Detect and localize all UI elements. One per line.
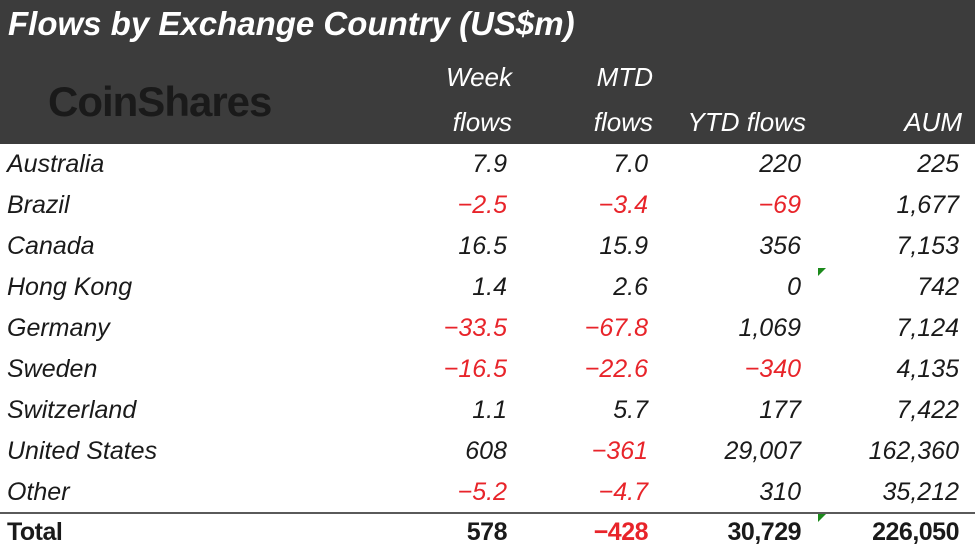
- row-ytd-value: 0: [787, 273, 801, 301]
- row-mtd-value: −361: [591, 437, 648, 465]
- row-mtd-value: −4.7: [598, 478, 648, 506]
- total-week: 578: [466, 518, 508, 546]
- table-row: Other −5.2 −4.7 310 35,212: [0, 472, 975, 513]
- total-ytd: 30,729: [727, 518, 802, 546]
- header-week-line1: Week: [446, 62, 512, 92]
- row-aum-value: 1,677: [896, 191, 959, 219]
- coinshares-logo: CoinShares: [48, 78, 272, 125]
- row-ytd-value: 220: [759, 150, 801, 178]
- table-body: Australia 7.9 7.0 220 225 Brazil −2.5 −3.4 −69 1,…: [0, 144, 975, 513]
- row-week-value: −5.2: [457, 478, 507, 506]
- row-country: Canada: [7, 232, 95, 260]
- row-ytd-value: −69: [758, 191, 801, 219]
- total-row: Total 578 −428 30,729 226,050: [0, 513, 975, 555]
- cell-comment-marker: [818, 514, 826, 522]
- row-country: Sweden: [7, 355, 98, 383]
- row-country: Brazil: [7, 191, 70, 219]
- row-aum-value: 742: [917, 273, 959, 301]
- row-country: Australia: [7, 150, 105, 178]
- row-week-value: 1.4: [472, 273, 507, 301]
- row-week-value: 1.1: [472, 396, 507, 424]
- header-mtd-flows: MTD flows: [594, 62, 653, 137]
- table-row: Hong Kong 1.4 2.6 0 742: [0, 267, 975, 308]
- row-country: Hong Kong: [7, 273, 133, 301]
- row-country: United States: [7, 437, 158, 465]
- row-country: Switzerland: [7, 396, 137, 424]
- row-aum-value: 35,212: [882, 478, 959, 506]
- total-divider: [0, 512, 975, 514]
- row-mtd-value: 2.6: [613, 273, 648, 301]
- header-aum: AUM: [904, 107, 962, 137]
- row-mtd-value: −22.6: [584, 355, 648, 383]
- header-ytd-flows: YTD flows: [687, 107, 806, 137]
- row-mtd-value: −3.4: [598, 191, 648, 219]
- row-aum-value: 162,360: [868, 437, 959, 465]
- row-week-value: 608: [465, 437, 507, 465]
- table-row: Sweden −16.5 −22.6 −340 4,135: [0, 349, 975, 390]
- header-week-line2: flows: [452, 107, 512, 137]
- row-ytd-value: 29,007: [724, 437, 801, 465]
- row-mtd-value: −67.8: [584, 314, 648, 342]
- row-ytd-value: 177: [759, 396, 801, 424]
- column-header: CoinShares Week flows MTD flows YTD flow…: [0, 52, 975, 144]
- row-week-value: 16.5: [458, 232, 507, 260]
- header-mtd-line2: flows: [593, 107, 653, 137]
- total-mtd: −428: [593, 518, 649, 546]
- title-bar: Flows by Exchange Country (US$m): [0, 0, 975, 52]
- row-ytd-value: 310: [759, 478, 801, 506]
- row-country: Germany: [7, 314, 110, 342]
- row-mtd-value: 15.9: [599, 232, 648, 260]
- table-row: Germany −33.5 −67.8 1,069 7,124: [0, 308, 975, 349]
- row-ytd-value: −340: [744, 355, 801, 383]
- cell-comment-marker: [818, 268, 826, 276]
- table-row: Australia 7.9 7.0 220 225: [0, 144, 975, 185]
- row-week-value: −33.5: [443, 314, 507, 342]
- row-aum-value: 7,422: [896, 396, 959, 424]
- row-week-value: −2.5: [457, 191, 507, 219]
- row-aum-value: 4,135: [896, 355, 959, 383]
- table-row: United States 608 −361 29,007 162,360: [0, 431, 975, 472]
- row-aum-value: 7,124: [896, 314, 959, 342]
- table-title: Flows by Exchange Country (US$m): [8, 5, 575, 42]
- row-week-value: −16.5: [443, 355, 507, 383]
- row-ytd-value: 356: [759, 232, 801, 260]
- total-aum: 226,050: [872, 518, 959, 546]
- row-aum-value: 7,153: [896, 232, 959, 260]
- row-ytd-value: 1,069: [738, 314, 801, 342]
- row-country: Other: [7, 478, 70, 506]
- table-row: Switzerland 1.1 5.7 177 7,422: [0, 390, 975, 431]
- row-week-value: 7.9: [472, 150, 507, 178]
- header-mtd-line1: MTD: [596, 62, 653, 92]
- total-label: Total: [7, 518, 63, 546]
- table-row: Canada 16.5 15.9 356 7,153: [0, 226, 975, 267]
- row-aum-value: 225: [917, 150, 959, 178]
- row-mtd-value: 7.0: [613, 150, 648, 178]
- header-week-flows: Week flows: [446, 62, 512, 137]
- table-row: Brazil −2.5 −3.4 −69 1,677: [0, 185, 975, 226]
- row-mtd-value: 5.7: [613, 396, 648, 424]
